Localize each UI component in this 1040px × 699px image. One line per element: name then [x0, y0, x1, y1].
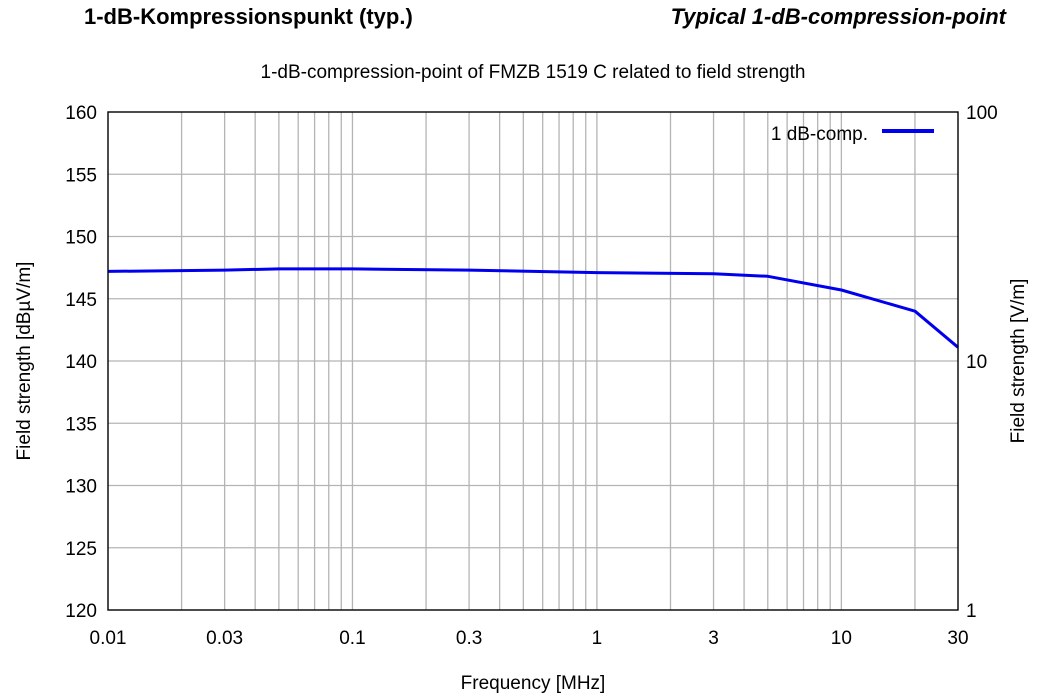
y-tick-label: 145: [65, 290, 97, 311]
y-tick-label: 120: [65, 601, 97, 622]
series-line: [107, 267, 959, 349]
y-axis-label: Field strength [dBµV/m]: [14, 262, 35, 461]
x-tick-label: 10: [831, 628, 852, 649]
y-tick-label: 140: [65, 352, 97, 373]
y2-tick-label: 10: [966, 352, 987, 373]
x-tick-label: 0.03: [206, 628, 243, 649]
x-tick-label: 0.01: [90, 628, 127, 649]
x-tick-label: 0.3: [456, 628, 482, 649]
x-tick-label: 30: [947, 628, 968, 649]
y-tick-label: 130: [65, 477, 97, 498]
x-tick-label: 0.1: [339, 628, 365, 649]
plot-frame: [107, 111, 959, 611]
grid: [108, 112, 958, 610]
y-tick-label: 160: [65, 103, 97, 124]
y-tick-label: 125: [65, 539, 97, 560]
heading-german: 1-dB-Kompressionspunkt (typ.): [84, 4, 413, 29]
y-tick-label: 135: [65, 414, 97, 435]
heading-english: Typical 1-dB-compression-point: [670, 4, 1006, 29]
x-axis-label: Frequency [MHz]: [461, 673, 606, 694]
legend-label: 1 dB-comp.: [771, 124, 868, 145]
x-tick-label: 3: [708, 628, 719, 649]
y2-axis-label: Field strength [V/m]: [1008, 279, 1029, 444]
y2-tick-label: 1: [966, 601, 977, 622]
chart-title: 1-dB-compression-point of FMZB 1519 C re…: [261, 62, 806, 83]
x-tick-label: 1: [592, 628, 603, 649]
legend: 1 dB-comp.: [771, 124, 934, 145]
axis-ticks: 0.01 0.03 0.1 0.3 1 3 10 30 120 125 130 135 140 145 15…: [65, 103, 997, 649]
y-tick-label: 150: [65, 228, 97, 249]
y-tick-label: 155: [65, 165, 97, 186]
y2-tick-label: 100: [966, 103, 998, 124]
